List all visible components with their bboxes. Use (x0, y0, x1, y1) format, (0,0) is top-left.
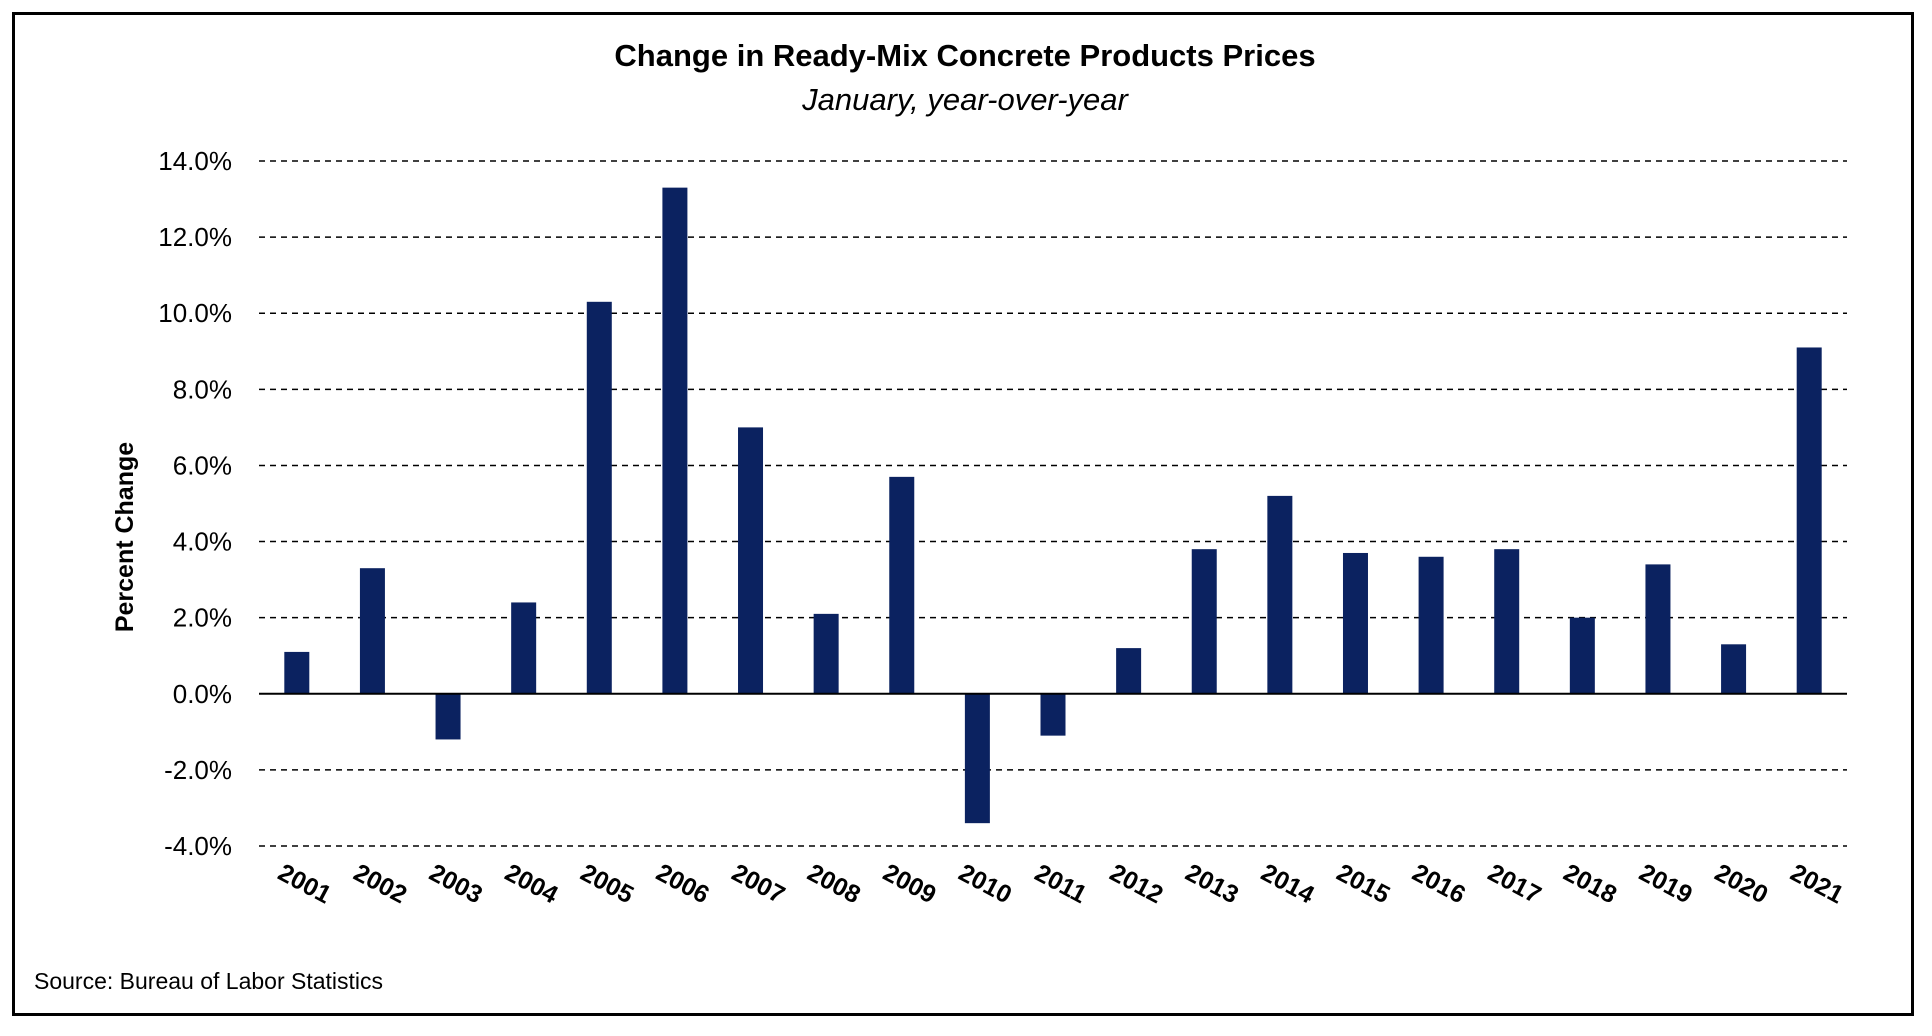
x-tick-label: 2013 (1181, 859, 1243, 910)
bar (435, 693, 461, 740)
x-tick-label: 2008 (803, 859, 865, 910)
y-tick-label: 0.0% (173, 679, 232, 709)
bar (1418, 556, 1444, 694)
chart-canvas: Change in Ready-Mix Concrete Products Pr… (34, 38, 1848, 994)
bar (511, 602, 537, 694)
bar (1569, 617, 1595, 694)
y-axis-label: Percent Change (111, 442, 139, 632)
x-tick-label: 2006 (652, 859, 714, 910)
bar (359, 568, 385, 694)
x-tick-label: 2019 (1635, 859, 1697, 910)
x-tick-label: 2001 (273, 859, 335, 910)
x-tick-label: 2009 (878, 859, 940, 910)
x-tick-label: 2020 (1710, 859, 1772, 910)
bar (1494, 549, 1520, 694)
y-tick-label: 8.0% (173, 374, 232, 404)
bar (1116, 648, 1142, 694)
chart-title: Change in Ready-Mix Concrete Products Pr… (614, 38, 1315, 73)
bars (284, 187, 1822, 824)
y-tick-label: 10.0% (158, 298, 232, 328)
bar (889, 476, 915, 694)
y-tick-label: 6.0% (173, 450, 232, 480)
bar (1267, 495, 1293, 694)
x-tick-label: 2011 (1030, 859, 1091, 909)
gridlines (259, 160, 1847, 847)
x-tick-label: 2015 (1332, 859, 1394, 910)
x-tick-label: 2018 (1559, 859, 1621, 910)
bar (1191, 549, 1217, 694)
x-tick-label: 2010 (954, 859, 1016, 910)
bar (813, 613, 839, 694)
y-tick-label: -2.0% (164, 755, 232, 785)
chart-subtitle: January, year-over-year (801, 82, 1129, 117)
x-tick-label: 2012 (1105, 859, 1167, 910)
y-axis-ticks: 14.0% 12.0% 10.0% 8.0% 6.0% 4.0% 2.0% 0.0% -2.0%… (158, 146, 232, 861)
bar (1645, 564, 1671, 694)
bar (1040, 693, 1066, 736)
bar (1721, 644, 1747, 694)
y-tick-label: 2.0% (173, 603, 232, 633)
x-tick-label: 2005 (576, 859, 638, 910)
y-tick-label: 4.0% (173, 527, 232, 557)
bar (284, 651, 310, 694)
x-tick-label: 2021 (1786, 859, 1848, 910)
source-note: Source: Bureau of Labor Statistics (34, 968, 383, 994)
bar (738, 427, 764, 694)
y-tick-label: -4.0% (164, 831, 232, 861)
x-tick-label: 2017 (1483, 859, 1545, 910)
bar (1796, 347, 1822, 694)
x-axis-ticks: 2001 2002 2003 2004 2005 2006 2007 2008 2009 2010… (273, 859, 1848, 910)
chart-frame: Change in Ready-Mix Concrete Products Pr… (12, 12, 1914, 1016)
bar (586, 301, 612, 694)
x-tick-label: 2002 (349, 859, 411, 910)
bar (1342, 552, 1368, 694)
x-tick-label: 2004 (500, 859, 562, 910)
x-tick-label: 2014 (1256, 859, 1318, 910)
y-tick-label: 14.0% (158, 146, 232, 176)
y-tick-label: 12.0% (158, 222, 232, 252)
x-tick-label: 2007 (727, 859, 789, 910)
x-tick-label: 2003 (425, 859, 487, 910)
x-tick-label: 2016 (1408, 859, 1470, 910)
bar (964, 693, 990, 824)
bar (662, 187, 688, 694)
